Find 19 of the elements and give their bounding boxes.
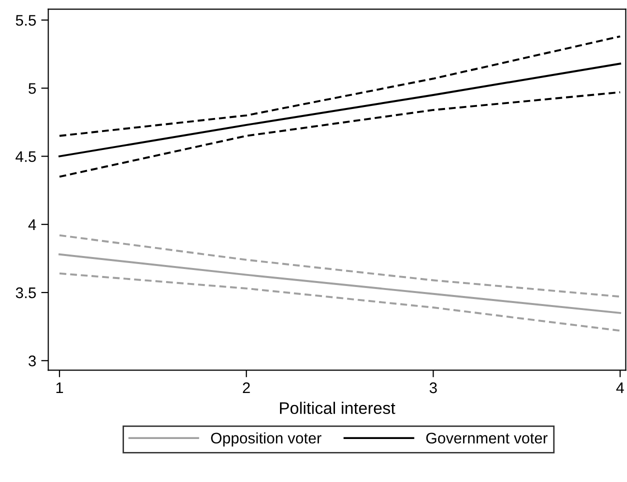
y-tick-label: 3.5 <box>16 287 36 298</box>
line-series <box>58 35 622 137</box>
y-tick-label: 3 <box>28 356 36 366</box>
x-axis-title: Political interest <box>280 402 396 414</box>
y-tick-label: 4 <box>28 219 36 230</box>
y-tick-label: 4.5 <box>16 151 36 162</box>
line-series <box>58 91 622 178</box>
x-tick-label: 1 <box>56 382 63 394</box>
line-series <box>58 62 622 158</box>
x-tick-label: 2 <box>242 382 250 394</box>
x-tick-label: 4 <box>616 382 624 394</box>
legend-label: Opposition voter <box>211 432 322 447</box>
y-tick-label: 5.5 <box>16 15 36 26</box>
x-tick-label: 3 <box>430 382 437 394</box>
line-series <box>58 253 622 314</box>
legend-label: Government voter <box>426 432 548 444</box>
line-series <box>58 234 622 298</box>
line-series <box>58 272 622 332</box>
y-tick-label: 5 <box>28 83 36 94</box>
